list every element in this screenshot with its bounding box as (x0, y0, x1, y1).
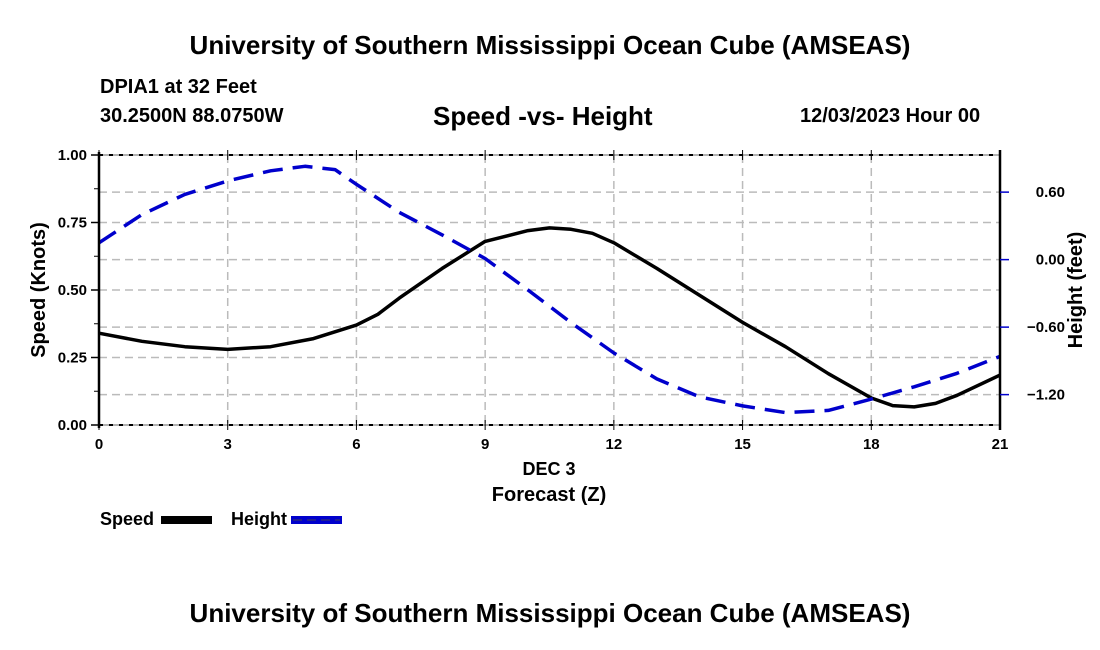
coordinates-label: 30.2500N 88.0750W (100, 105, 284, 127)
y2-tick-label: 0.60 (1036, 184, 1065, 201)
legend-speed-label: Speed (100, 509, 154, 529)
y-tick-label: 1.00 (58, 147, 87, 164)
legend-speed-swatch (161, 516, 212, 524)
legend: Speed Height (100, 509, 342, 529)
chart-subtitle: Speed -vs- Height (433, 101, 653, 131)
series-line-height (98, 164, 1001, 415)
y2-tick-label: 0.00 (1036, 252, 1065, 269)
x-axis-date-label: DEC 3 (522, 459, 575, 479)
legend-height-swatch (291, 516, 342, 524)
x-tick-label: 9 (481, 436, 489, 453)
footer-title: University of Southern Mississippi Ocean… (189, 598, 911, 628)
x-tick-label: 15 (734, 436, 751, 453)
x-tick-label: 6 (352, 436, 360, 453)
x-tick-label: 18 (863, 436, 880, 453)
y-axis-label: Speed (Knots) (28, 222, 50, 358)
y-tick-label: 0.25 (58, 350, 87, 367)
x-axis-label: Forecast (Z) (492, 484, 606, 506)
x-tick-label: 0 (95, 436, 103, 453)
legend-height-label: Height (231, 509, 287, 529)
x-tick-label: 3 (224, 436, 232, 453)
datetime-label: 12/03/2023 Hour 00 (800, 105, 981, 127)
y2-tick-label: −0.60 (1027, 319, 1065, 336)
y-tick-label: 0.50 (58, 282, 87, 299)
series-group (98, 164, 1001, 415)
x-tick-label: 21 (992, 436, 1009, 453)
axes (97, 150, 1002, 430)
station-label: DPIA1 at 32 Feet (100, 76, 257, 98)
y-tick-label: 0.00 (58, 417, 87, 434)
y-tick-label: 0.75 (58, 215, 87, 232)
main-title: University of Southern Mississippi Ocean… (189, 30, 911, 60)
y2-axis-label: Height (feet) (1065, 232, 1087, 349)
grid (99, 155, 1000, 425)
y2-tick-label: −1.20 (1027, 387, 1065, 404)
series-line-speed (98, 226, 1001, 409)
x-tick-label: 12 (606, 436, 623, 453)
ticks: 0 3 6 9 12 15 18 21 0.00 0.25 0.50 0.75 1.00 0.60 0.00… (58, 147, 1065, 453)
